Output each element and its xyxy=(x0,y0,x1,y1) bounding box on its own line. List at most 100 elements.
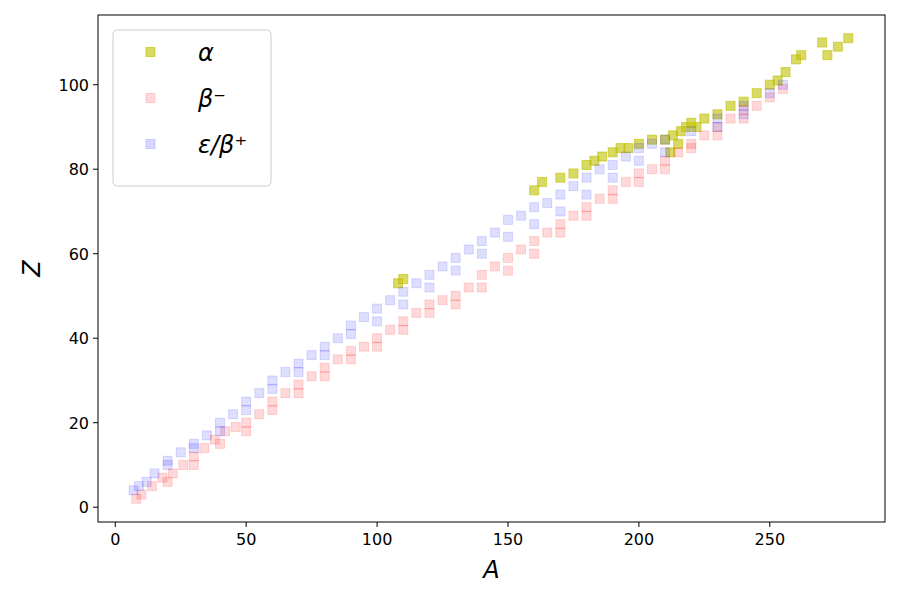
point xyxy=(608,194,617,203)
x-tick xyxy=(246,522,247,527)
point xyxy=(216,418,225,427)
point xyxy=(281,368,290,377)
series-2 xyxy=(129,80,787,495)
point xyxy=(242,427,251,436)
point xyxy=(477,237,486,246)
point xyxy=(202,431,211,440)
point xyxy=(438,262,447,271)
point xyxy=(661,165,670,174)
point xyxy=(569,169,578,178)
point xyxy=(359,342,368,351)
legend-label: α xyxy=(198,39,214,67)
point xyxy=(333,334,342,343)
point xyxy=(726,114,735,123)
point xyxy=(543,199,552,208)
point xyxy=(373,304,382,313)
point xyxy=(752,101,761,110)
point xyxy=(647,139,656,148)
point xyxy=(399,325,408,334)
point xyxy=(556,228,565,237)
point xyxy=(477,249,486,258)
point xyxy=(242,418,251,427)
point xyxy=(530,203,539,212)
point xyxy=(726,101,735,110)
x-tick-label: 0 xyxy=(110,530,120,549)
point xyxy=(399,300,408,309)
point xyxy=(739,101,748,110)
point xyxy=(556,173,565,182)
legend-marker xyxy=(146,140,155,149)
y-tick-label: 60 xyxy=(69,245,89,264)
point xyxy=(608,173,617,182)
point xyxy=(582,211,591,220)
point xyxy=(687,144,696,153)
point xyxy=(621,152,630,161)
legend-label: β⁻ xyxy=(197,85,226,113)
point xyxy=(503,232,512,241)
point xyxy=(713,131,722,140)
point xyxy=(674,139,683,148)
point xyxy=(624,144,633,153)
point xyxy=(634,177,643,186)
point xyxy=(713,122,722,131)
point xyxy=(530,186,539,195)
point xyxy=(598,152,607,161)
point xyxy=(268,397,277,406)
point xyxy=(359,313,368,322)
point xyxy=(687,127,696,136)
point xyxy=(307,372,316,381)
point xyxy=(634,144,643,153)
x-tick xyxy=(507,522,508,527)
chart: 050100150200250020406080100AZαβ⁻ε/β⁺ xyxy=(0,0,900,600)
point xyxy=(399,287,408,296)
point xyxy=(477,270,486,279)
point xyxy=(255,389,264,398)
point xyxy=(294,389,303,398)
point xyxy=(556,220,565,229)
x-tick xyxy=(769,522,770,527)
point xyxy=(346,355,355,364)
point xyxy=(503,253,512,262)
legend-frame xyxy=(113,30,271,186)
point xyxy=(294,368,303,377)
point xyxy=(412,308,421,317)
y-tick xyxy=(93,422,98,423)
point xyxy=(503,266,512,275)
point xyxy=(752,89,761,98)
point xyxy=(490,262,499,271)
point xyxy=(661,135,670,144)
y-tick-label: 20 xyxy=(69,414,89,433)
point xyxy=(294,359,303,368)
x-tick-label: 150 xyxy=(493,530,524,549)
point xyxy=(608,186,617,195)
point xyxy=(333,355,342,364)
point xyxy=(189,444,198,453)
point xyxy=(833,42,842,51)
point xyxy=(168,469,177,478)
point xyxy=(216,427,225,436)
point xyxy=(399,275,408,284)
y-tick-label: 80 xyxy=(69,160,89,179)
legend-marker xyxy=(146,94,155,103)
point xyxy=(569,182,578,191)
point xyxy=(425,283,434,292)
point xyxy=(373,317,382,326)
point xyxy=(582,173,591,182)
x-tick-label: 200 xyxy=(624,530,655,549)
point xyxy=(661,156,670,165)
point xyxy=(451,291,460,300)
point xyxy=(242,406,251,415)
point xyxy=(595,194,604,203)
point xyxy=(661,148,670,157)
point xyxy=(189,452,198,461)
point xyxy=(373,334,382,343)
point xyxy=(517,245,526,254)
point xyxy=(844,34,853,43)
y-tick xyxy=(93,169,98,170)
point xyxy=(634,156,643,165)
point xyxy=(425,300,434,309)
point xyxy=(451,300,460,309)
point xyxy=(268,376,277,385)
point xyxy=(346,329,355,338)
x-tick-label: 250 xyxy=(755,530,786,549)
